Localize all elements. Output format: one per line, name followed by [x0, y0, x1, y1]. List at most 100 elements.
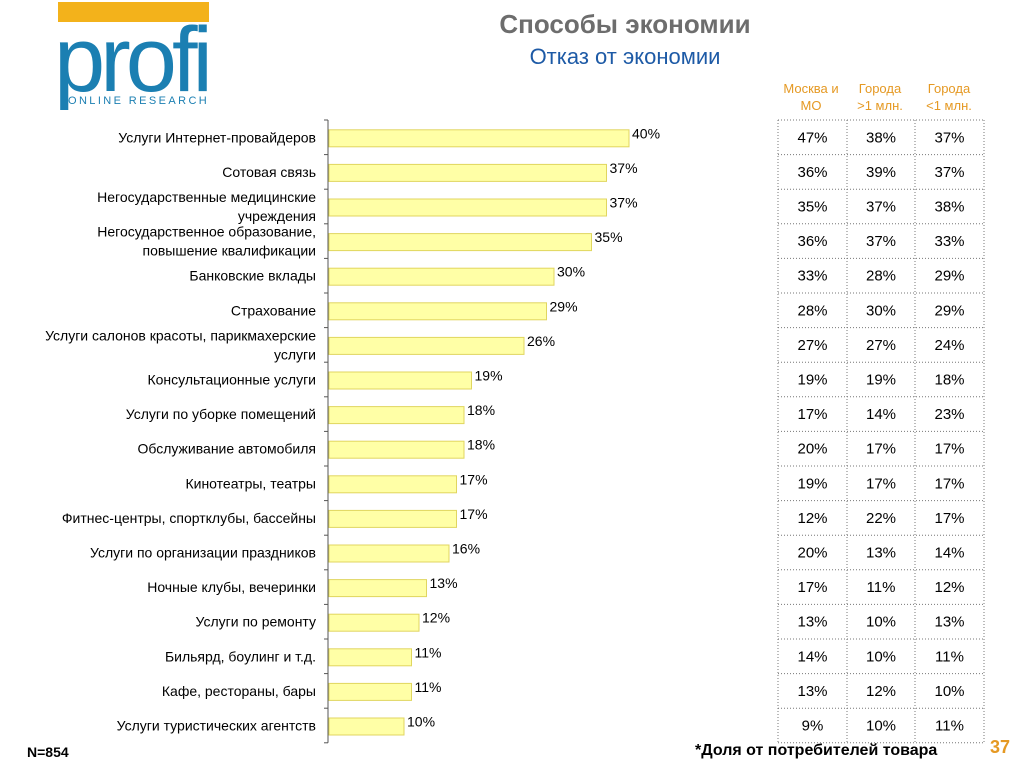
- table-cell: 12%: [934, 579, 964, 596]
- category-label-line: Негосударственное образование,: [97, 224, 316, 240]
- category-label: Услуги салонов красоты, парикмахерские ус…: [45, 327, 316, 362]
- table-cell: 17%: [797, 406, 827, 423]
- category-label-line: Услуги по уборке помещений: [126, 406, 316, 422]
- table-cell: 17%: [934, 441, 964, 458]
- bar-value-label: 18%: [467, 402, 495, 418]
- bar: [328, 544, 450, 563]
- category-label-line: Негосударственные медицинские: [97, 189, 316, 205]
- category-label: Услуги Интернет-провайдеров: [118, 129, 316, 145]
- table-cell: 17%: [934, 510, 964, 527]
- table-cell: 13%: [866, 545, 896, 562]
- bar: [328, 267, 555, 286]
- table-cell: 12%: [866, 683, 896, 700]
- category-label: Банковские вклады: [189, 268, 316, 284]
- bar-value-label: 10%: [407, 714, 435, 730]
- category-label-line: Услуги Интернет-провайдеров: [118, 129, 316, 145]
- category-label: Фитнес-центры, спортклубы, бассейны: [62, 510, 316, 526]
- column-header-cities-small: Города <1 млн.: [914, 80, 984, 116]
- bar-value-label: 35%: [595, 229, 623, 245]
- table-cell: 17%: [866, 441, 896, 458]
- category-label-line: Фитнес-центры, спортклубы, бассейны: [62, 510, 316, 526]
- bar-value-label: 18%: [467, 437, 495, 453]
- logo-wordmark: profi: [54, 9, 213, 111]
- table-cell: 11%: [935, 648, 964, 665]
- sample-size: N=854: [27, 744, 69, 760]
- column-header-moscow: Москва и МО: [776, 80, 846, 116]
- table-cell: 27%: [797, 337, 827, 354]
- table-cell: 14%: [934, 545, 964, 562]
- table-cell: 19%: [797, 372, 827, 389]
- category-label-line: Услуги по ремонту: [196, 614, 316, 630]
- column-header-cities-large-line2: >1 млн.: [857, 98, 903, 113]
- table-cell: 47%: [797, 129, 827, 146]
- category-label: Услуги по организации праздников: [90, 545, 316, 561]
- column-header-cities-small-line1: Города: [927, 81, 971, 96]
- bar: [328, 509, 457, 528]
- profi-logo: profi ONLINE RESEARCH: [54, 2, 213, 110]
- table-cell: 36%: [797, 233, 827, 250]
- column-header-cities-large-line1: Города: [858, 81, 902, 96]
- table-cell: 13%: [934, 614, 964, 631]
- category-label: Негосударственное образование, повышение …: [97, 224, 316, 259]
- bar-value-label: 26%: [527, 333, 555, 349]
- bar: [328, 579, 427, 598]
- category-label-line: Сотовая связь: [222, 164, 316, 180]
- table-cell: 29%: [934, 302, 964, 319]
- table-cell: 35%: [797, 199, 827, 216]
- table-cell: 13%: [797, 683, 827, 700]
- category-label-line: Банковские вклады: [189, 268, 316, 284]
- bar-value-label: 37%: [610, 160, 638, 176]
- page-subtitle: Отказ от экономии: [529, 44, 721, 69]
- table-cell: 18%: [934, 372, 964, 389]
- category-label-line: Услуги туристических агентств: [117, 718, 316, 734]
- table-cell: 29%: [934, 268, 964, 285]
- table-cell: 24%: [934, 337, 964, 354]
- bar-value-label: 40%: [632, 125, 660, 141]
- category-label-line: Страхование: [231, 302, 316, 318]
- bar: [328, 613, 420, 632]
- logo-accent-bar: [58, 2, 209, 22]
- table-cell: 19%: [866, 372, 896, 389]
- bar-value-label: 13%: [430, 575, 458, 591]
- category-label: Ночные клубы, вечеринки: [147, 579, 316, 595]
- category-label-line: повышение квалификации: [142, 243, 316, 259]
- bar-value-label: 17%: [460, 471, 488, 487]
- column-header-moscow-line1: Москва и: [783, 81, 839, 96]
- page-number: 37: [990, 737, 1011, 757]
- bar: [328, 406, 465, 425]
- logo-tagline: ONLINE RESEARCH: [68, 95, 210, 107]
- bar-value-label: 17%: [460, 506, 488, 522]
- category-label: Негосударственные медицинские учреждения: [97, 189, 316, 224]
- category-label: Бильярд, боулинг и т.д.: [165, 648, 316, 664]
- category-label: Услуги по ремонту: [196, 614, 316, 630]
- table-cell: 22%: [866, 510, 896, 527]
- footnote: *Доля от потребителей товара: [695, 742, 938, 759]
- bar: [328, 648, 412, 667]
- table-cell: 20%: [797, 441, 827, 458]
- bar: [328, 302, 547, 321]
- bar: [328, 475, 457, 494]
- category-label: Страхование: [231, 302, 316, 318]
- table-cell: 10%: [866, 614, 896, 631]
- table-cell: 9%: [802, 718, 824, 735]
- bar: [328, 198, 607, 217]
- table-cell: 10%: [934, 683, 964, 700]
- bar-value-label: 29%: [550, 298, 578, 314]
- category-label-line: Услуги по организации праздников: [90, 545, 316, 561]
- category-label-line: Кинотеатры, театры: [185, 475, 316, 491]
- table-cell: 11%: [867, 579, 896, 596]
- table-cell: 33%: [797, 268, 827, 285]
- category-label-line: Кафе, рестораны, бары: [162, 683, 316, 699]
- category-label: Сотовая связь: [222, 164, 316, 180]
- bar: [328, 129, 630, 148]
- bar-value-label: 37%: [610, 195, 638, 211]
- category-label-line: Обслуживание автомобиля: [137, 441, 316, 457]
- bar-value-label: 12%: [422, 610, 450, 626]
- table-cell: 11%: [935, 718, 964, 735]
- table-cell: 30%: [866, 302, 896, 319]
- table-cell: 12%: [797, 510, 827, 527]
- bar: [328, 233, 592, 252]
- category-label: Обслуживание автомобиля: [137, 441, 316, 457]
- page-title: Способы экономии: [499, 9, 751, 39]
- column-header-cities-large: Города >1 млн.: [846, 80, 914, 116]
